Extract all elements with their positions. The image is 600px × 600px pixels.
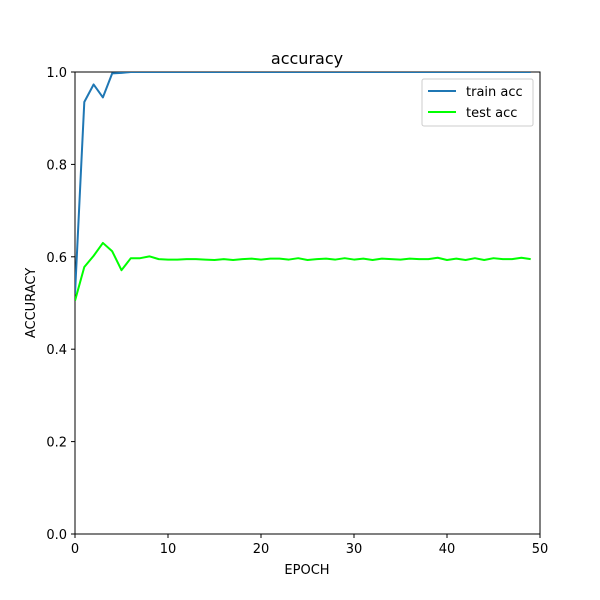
x-axis: 0 10 20 30 40 50 xyxy=(71,534,548,557)
legend-label-train-acc: train acc xyxy=(466,85,523,100)
y-tick-label: 0.8 xyxy=(46,158,67,173)
y-tick-label: 0.6 xyxy=(46,251,67,266)
y-tick-label: 1.0 xyxy=(46,66,67,81)
x-tick-label: 10 xyxy=(160,542,177,557)
x-tick-label: 50 xyxy=(532,542,549,557)
y-tick-label: 0.4 xyxy=(46,343,67,358)
legend: train acc test acc xyxy=(421,78,534,127)
x-tick-label: 20 xyxy=(253,542,270,557)
x-tick-label: 40 xyxy=(439,542,456,557)
x-axis-label: EPOCH xyxy=(284,563,329,578)
y-tick-label: 0.2 xyxy=(46,436,67,451)
series-line-test-acc xyxy=(75,241,531,301)
y-tick-label: 0.0 xyxy=(46,528,67,543)
y-axis: 0.0 0.2 0.4 0.6 0.8 1.0 xyxy=(46,66,75,543)
chart-title: accuracy xyxy=(271,49,343,68)
x-tick-label: 30 xyxy=(346,542,363,557)
plot-area-frame xyxy=(74,71,541,535)
legend-label-test-acc: test acc xyxy=(466,106,517,121)
x-tick-label: 0 xyxy=(71,542,79,557)
series-group xyxy=(75,72,531,301)
y-axis-label: ACCURACY xyxy=(24,268,39,338)
